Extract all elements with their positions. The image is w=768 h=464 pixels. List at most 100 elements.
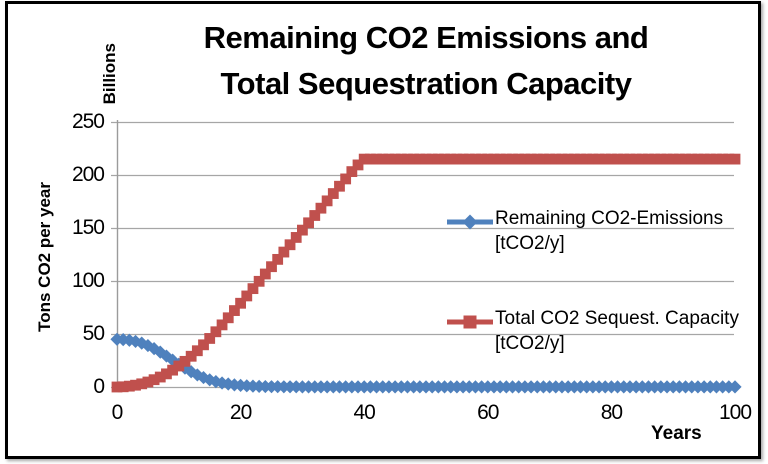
square-marker (470, 153, 481, 165)
square-marker (575, 153, 586, 165)
square-marker (334, 180, 345, 192)
square-marker (581, 153, 593, 165)
legend-label: Total CO2 Sequest. Capacity [tCO2/y] (495, 308, 739, 354)
square-marker (154, 371, 166, 383)
square-marker (191, 345, 203, 357)
legend-label: Remaining CO2-Emissions [tCO2/y] (495, 208, 724, 254)
x-axis-title: Years (651, 423, 702, 444)
x-axis-tick-label: 80 (600, 401, 623, 424)
square-marker (290, 232, 302, 243)
square-marker (358, 153, 370, 165)
square-marker (241, 290, 253, 302)
square-marker (408, 153, 420, 165)
diamond-marker (166, 353, 180, 367)
square-marker (643, 153, 654, 165)
square-marker (259, 268, 271, 280)
square-marker (550, 153, 562, 165)
square-marker (136, 378, 148, 390)
square-marker (383, 153, 395, 165)
square-marker (692, 153, 704, 165)
square-marker (556, 153, 568, 165)
square-marker (587, 153, 599, 165)
chart-frame: Remaining CO2 Emissions and Total Seques… (5, 1, 761, 459)
diamond-marker (135, 336, 149, 350)
square-marker (538, 153, 549, 165)
square-marker (117, 381, 129, 393)
square-marker (235, 297, 246, 309)
chart-title-line2: Total Sequestration Capacity (220, 66, 632, 101)
square-marker (364, 153, 376, 165)
x-axis-tick-label: 60 (477, 401, 499, 424)
square-marker (531, 153, 543, 165)
square-marker (667, 153, 679, 165)
square-marker (439, 153, 450, 165)
square-marker (624, 153, 636, 165)
square-marker (204, 333, 216, 344)
diamond-marker (190, 368, 204, 382)
square-marker (247, 283, 259, 295)
square-marker (513, 153, 525, 165)
square-marker (457, 153, 469, 165)
square-marker (278, 246, 290, 258)
square-marker (612, 153, 623, 165)
square-marker (494, 153, 506, 165)
square-marker (606, 153, 617, 165)
square-marker (723, 153, 735, 165)
diamond-marker (184, 365, 198, 379)
square-marker (253, 275, 265, 287)
square-marker (371, 153, 382, 165)
x-axis-tick-label: 20 (229, 401, 252, 424)
square-marker (395, 153, 407, 165)
y-axis-tick-label: 100 (71, 269, 105, 292)
y-axis-tick-label: 0 (93, 375, 105, 398)
square-marker (568, 153, 580, 165)
square-marker (185, 350, 197, 362)
square-marker (593, 153, 605, 165)
diamond-marker (147, 342, 161, 356)
square-marker (309, 210, 321, 221)
square-marker (346, 166, 358, 178)
square-marker (161, 368, 172, 380)
square-marker (686, 153, 698, 165)
diamond-marker (141, 338, 155, 353)
diamond-marker (728, 380, 742, 394)
square-marker (142, 376, 154, 388)
square-marker (167, 364, 179, 376)
y-axis-tick-label: 200 (71, 163, 105, 186)
square-marker (111, 381, 123, 393)
square-marker (432, 153, 444, 165)
square-marker (618, 153, 630, 165)
square-marker (729, 153, 741, 165)
square-marker (352, 159, 364, 171)
square-marker (445, 153, 457, 165)
diamond-marker (234, 378, 248, 393)
square-marker (507, 153, 518, 165)
square-marker (198, 339, 209, 351)
diamond-marker (153, 345, 167, 359)
square-marker (649, 153, 661, 165)
square-marker (673, 153, 685, 165)
x-axis-tick-label: 40 (353, 401, 376, 424)
square-marker (420, 153, 432, 165)
square-marker (123, 380, 135, 392)
legend-line-diamond-icon (447, 214, 493, 230)
square-marker (482, 153, 494, 165)
square-marker (661, 153, 673, 165)
square-marker (216, 319, 228, 331)
y-axis-title: Tons CO2 per year (35, 181, 54, 332)
square-marker (130, 379, 141, 391)
square-marker (451, 153, 463, 165)
square-marker (655, 153, 667, 165)
square-marker (402, 153, 413, 165)
square-marker (222, 312, 234, 324)
x-axis-tick-label: 100 (718, 401, 752, 424)
square-marker (297, 224, 308, 236)
square-marker (630, 153, 642, 165)
square-marker (562, 153, 574, 165)
square-marker (229, 305, 240, 316)
square-marker (488, 153, 500, 165)
diamond-marker (215, 376, 229, 390)
square-marker (340, 173, 352, 185)
x-axis-tick-label: 0 (111, 401, 124, 424)
